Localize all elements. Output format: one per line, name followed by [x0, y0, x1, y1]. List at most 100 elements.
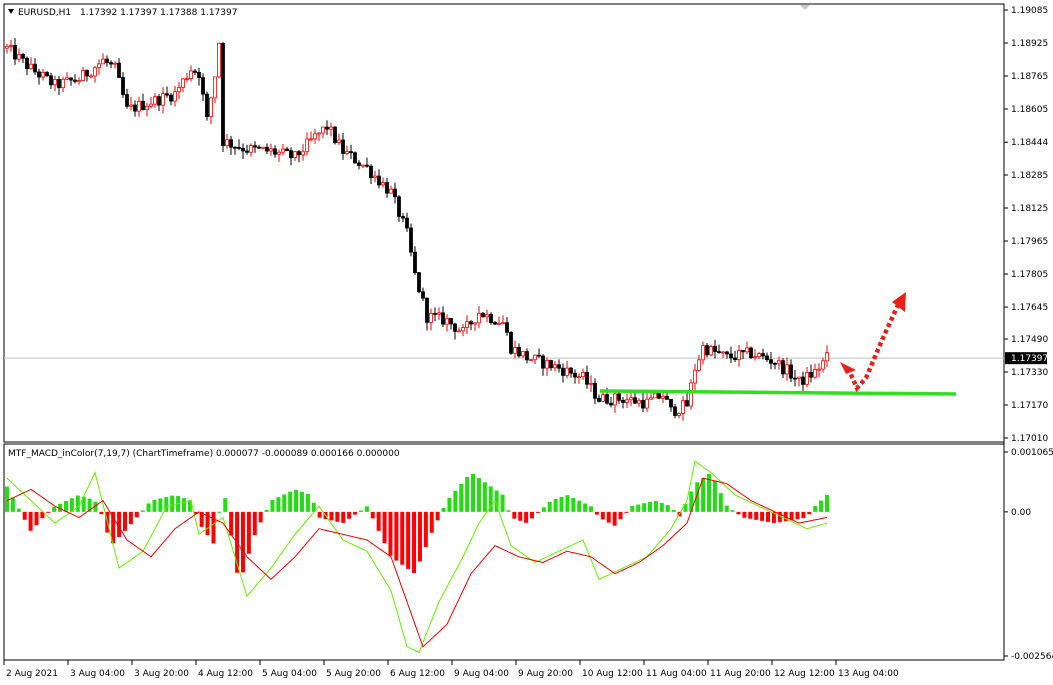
shift-marker-icon[interactable] [800, 5, 810, 10]
histogram-bar [417, 511, 422, 562]
histogram-bar [258, 511, 263, 523]
candle-body [401, 216, 405, 219]
candle-body [109, 62, 113, 65]
support-line[interactable] [599, 389, 957, 396]
candle-body [497, 323, 501, 325]
current-price-tag [1005, 352, 1047, 365]
histogram-bar [707, 473, 712, 512]
candle-body [121, 77, 125, 95]
candle-body [133, 104, 137, 112]
histogram-bar [122, 511, 127, 531]
histogram-bar [111, 511, 116, 544]
candle-body [637, 399, 641, 404]
histogram-bar [223, 498, 228, 512]
price-pane[interactable] [3, 3, 1005, 443]
price-tick-label: 1.18925 [1011, 39, 1048, 49]
price-tick-label: 1.17170 [1011, 401, 1048, 411]
candle-body [301, 151, 305, 156]
price-tick-label: 1.18605 [1011, 105, 1048, 115]
candle-body [557, 364, 561, 369]
histogram-bar [813, 506, 818, 512]
candle-body [521, 351, 525, 357]
candle-body [533, 354, 537, 361]
histogram-bar [671, 509, 676, 512]
arrow-tail-head [840, 362, 856, 374]
candle-body [785, 364, 789, 375]
candle-body [473, 322, 477, 325]
candle-body [797, 376, 801, 379]
candle-body [377, 175, 381, 186]
candle-body [809, 372, 813, 378]
candle-body [597, 397, 601, 402]
histogram-bar [16, 508, 21, 512]
indicator-tick-label: 0.001065 [1011, 448, 1053, 458]
candle-body [641, 399, 645, 409]
histogram-bar [624, 511, 629, 513]
candle-body [329, 126, 333, 130]
candle-body [73, 79, 77, 82]
candle-body [241, 147, 245, 152]
candle-body [165, 93, 169, 96]
candle-body [725, 351, 729, 355]
indicator-pane[interactable] [3, 443, 1005, 661]
candle-body [25, 57, 29, 70]
time-tick-label: 13 Aug 04:00 [838, 669, 899, 679]
candle-body [649, 397, 653, 400]
price-tick-label: 1.18125 [1011, 204, 1048, 214]
histogram-bar [63, 501, 68, 512]
candle-body [749, 347, 753, 358]
histogram-bar [75, 495, 80, 512]
histogram-bar [553, 498, 558, 512]
candle-body [157, 96, 161, 106]
current-price-label: 1.17397 [1011, 354, 1048, 364]
candle-body [753, 356, 757, 359]
histogram-bar [712, 480, 717, 512]
time-tick-label: 4 Aug 12:00 [198, 669, 253, 679]
time-tick-label: 12 Aug 12:00 [774, 669, 835, 679]
candle-body [517, 346, 521, 357]
histogram-bar [99, 511, 104, 515]
candle-body [149, 103, 153, 107]
histogram-bar [211, 511, 216, 544]
support-trendline[interactable] [599, 389, 957, 396]
candle-body [93, 67, 97, 77]
candle-body [677, 413, 681, 416]
candle-body [69, 77, 73, 81]
histogram-bar [565, 495, 570, 512]
histogram-bar [612, 511, 617, 526]
histogram-bar [317, 511, 322, 518]
candle-body [625, 399, 629, 403]
histogram-bar [152, 499, 157, 512]
candle-body [197, 71, 201, 79]
candle-body [745, 347, 749, 353]
chart-menu-arrow-icon[interactable] [8, 9, 14, 14]
candle-body [581, 372, 585, 378]
histogram-bar [376, 511, 381, 531]
candle-body [765, 355, 769, 361]
projection-arrow[interactable] [840, 292, 906, 393]
histogram-bar [276, 497, 281, 512]
candle-body [505, 322, 509, 333]
arrow-path [845, 304, 901, 393]
histogram-bar [701, 478, 706, 512]
histogram-bar [789, 511, 794, 521]
histogram-bar [819, 500, 824, 512]
candle-body [13, 45, 17, 60]
candle-body [97, 63, 101, 69]
candle-body [201, 77, 205, 95]
time-tick-label: 9 Aug 20:00 [518, 669, 573, 679]
candle-body [297, 151, 301, 156]
candle-body [653, 392, 657, 399]
candle-body [33, 63, 37, 73]
candle-body [717, 351, 721, 353]
candle-body [561, 367, 565, 376]
candle-body [289, 150, 293, 159]
candle-body [605, 394, 609, 404]
candle-body [237, 147, 241, 149]
candle-body [173, 91, 177, 102]
price-tick-label: 1.17965 [1011, 237, 1048, 247]
candle-body [481, 312, 485, 318]
candle-body [609, 402, 613, 406]
candle-body [673, 406, 677, 416]
